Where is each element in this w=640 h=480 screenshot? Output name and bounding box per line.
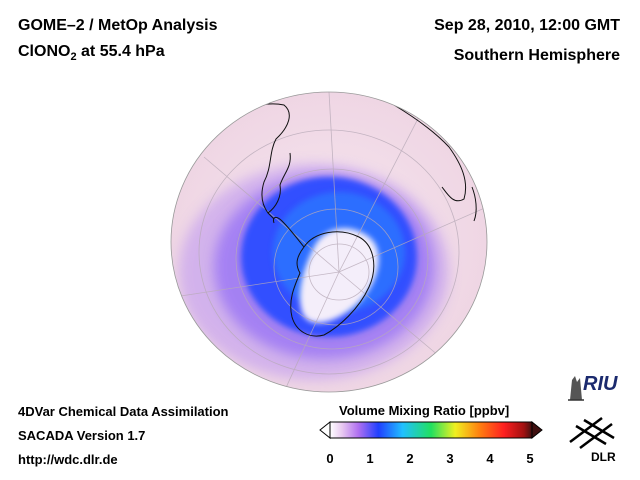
species-subscript: 2	[70, 51, 77, 64]
colorbar-tick-1: 1	[366, 451, 374, 466]
globe-outline	[170, 91, 488, 393]
species-level: at 55.4 hPa	[76, 43, 165, 60]
colorbar-tick-2: 2	[406, 451, 414, 466]
dlr-logo-icon	[569, 417, 615, 449]
antarctica-coast	[290, 231, 375, 337]
species-name: ClONO	[18, 43, 71, 60]
africa-coast	[393, 104, 467, 202]
colorbar-tick-0: 0	[326, 451, 334, 466]
vortex-core	[299, 228, 379, 323]
madagascar-coast	[471, 186, 477, 222]
species-title: ClONO2 at 55.4 hPa	[18, 43, 165, 63]
colorbar-over-arrow	[531, 420, 543, 440]
colorbar-gradient	[329, 421, 533, 439]
globe-map	[170, 91, 488, 393]
dlr-logo-text: DLR	[591, 450, 616, 464]
coastlines	[233, 103, 477, 337]
colorbar-tick-3: 3	[446, 451, 454, 466]
riu-logo-icon	[568, 376, 584, 401]
colorbar-tick-5: 5	[526, 451, 534, 466]
riu-logo-text: RIU	[583, 373, 618, 395]
datetime-label: Sep 28, 2010, 12:00 GMT	[434, 17, 620, 34]
colorbar	[319, 420, 543, 440]
colorbar-under-arrow	[319, 420, 331, 440]
footer-line1: 4DVar Chemical Data Assimilation	[18, 404, 229, 419]
footer-line2: SACADA Version 1.7	[18, 428, 146, 443]
hemisphere-label: Southern Hemisphere	[453, 47, 620, 64]
graticule	[173, 92, 487, 392]
colorbar-title: Volume Mixing Ratio [ppbv]	[339, 403, 510, 418]
title-line1: GOME–2 / MetOp Analysis	[18, 17, 218, 34]
colorbar-tick-4: 4	[486, 451, 494, 466]
south-america-coast	[233, 103, 290, 220]
footer-url: http://wdc.dlr.de	[18, 452, 118, 467]
